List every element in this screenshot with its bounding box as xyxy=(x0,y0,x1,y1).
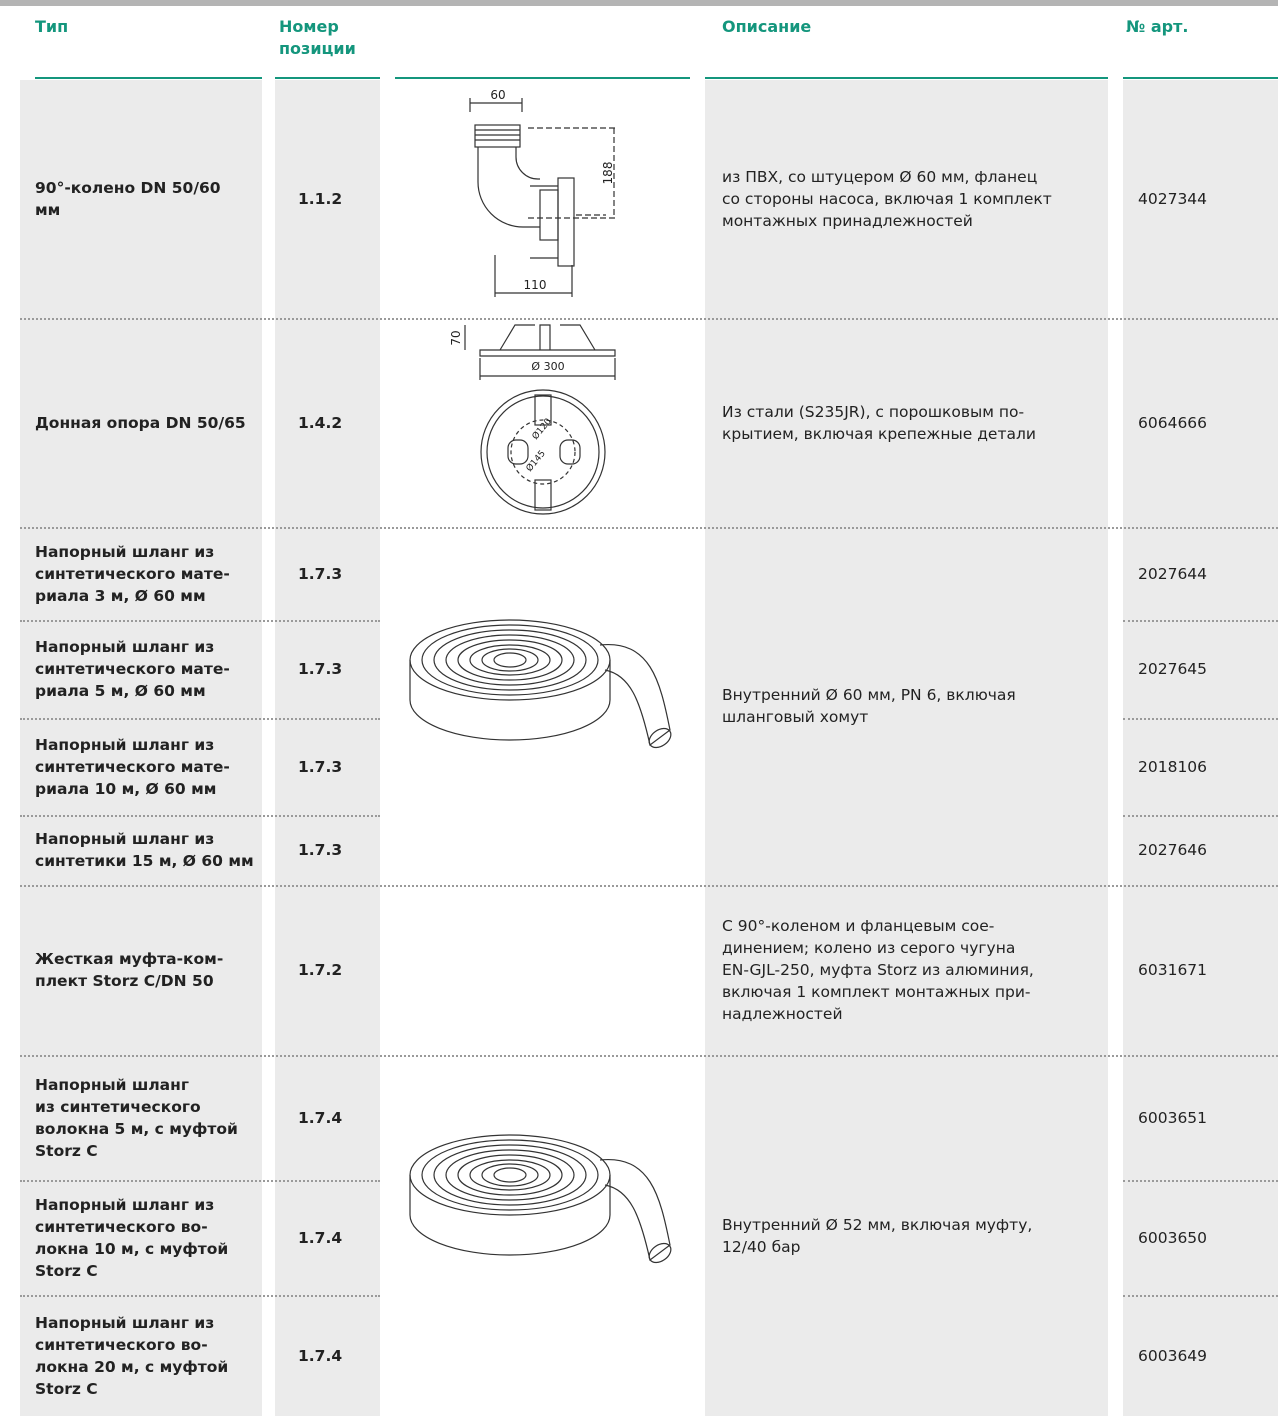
type-cell: Напорный шланг из синтетического во- лок… xyxy=(35,1195,229,1280)
position-column xyxy=(275,80,380,1416)
article-cell: 2027644 xyxy=(1138,564,1208,583)
header-type: Тип xyxy=(35,17,69,36)
type-cell: Напорный шланг из синтетического во- лок… xyxy=(35,1313,229,1398)
hose-drawing xyxy=(409,619,676,753)
row-separator xyxy=(20,718,380,720)
description-cell: из ПВХ, со штуцером Ø 60 мм, фланец со с… xyxy=(722,168,1052,230)
position-cell: 1.7.4 xyxy=(298,1228,343,1247)
row-separator xyxy=(1123,1295,1278,1297)
row-separator xyxy=(1123,1180,1278,1182)
position-cell: 1.1.2 xyxy=(298,190,343,208)
top-bar xyxy=(0,0,1278,6)
article-column xyxy=(1123,80,1278,1416)
type-cell: Напорный шланг из синтетического мате- р… xyxy=(35,735,230,798)
description-cell: Внутренний Ø 52 мм, включая муфту, 12/40… xyxy=(722,1215,1033,1256)
position-cell: 1.7.3 xyxy=(298,757,343,776)
article-cell: 6031671 xyxy=(1138,961,1208,979)
type-cell: Напорный шланг из синтетического мате- р… xyxy=(35,638,230,700)
article-cell: 2018106 xyxy=(1138,757,1208,776)
dimension-label: 60 xyxy=(490,88,505,102)
article-cell: 6003651 xyxy=(1138,1108,1208,1127)
header-rule xyxy=(395,77,690,79)
header-description: Описание xyxy=(722,17,812,36)
elbow-drawing: 60 188 110 xyxy=(469,88,618,297)
row-separator xyxy=(20,885,1278,887)
row-separator xyxy=(20,620,380,622)
type-cell: Напорный шланг из синтетического волокна… xyxy=(35,1075,238,1160)
row-separator xyxy=(1123,620,1278,622)
row-separator xyxy=(1123,815,1278,817)
row-separator xyxy=(20,1295,380,1297)
article-cell: 2027645 xyxy=(1138,660,1208,678)
type-column xyxy=(20,80,262,1416)
dimension-label: 110 xyxy=(524,278,547,292)
hose-drawing xyxy=(409,1134,676,1268)
type-cell: Донная опора DN 50/65 xyxy=(35,413,246,432)
header-rule xyxy=(705,77,1108,79)
position-cell: 1.4.2 xyxy=(298,413,343,432)
article-cell: 6064666 xyxy=(1138,413,1208,432)
position-cell: 1.7.3 xyxy=(298,564,343,583)
description-cell: Из стали (S235JR), с порошковым по- крыт… xyxy=(722,402,1036,443)
position-cell: 1.7.4 xyxy=(298,1108,343,1127)
row-separator xyxy=(20,527,1278,529)
position-cell: 1.7.3 xyxy=(298,841,343,859)
row-separator xyxy=(20,1180,380,1182)
header-rule xyxy=(275,77,380,79)
article-cell: 6003650 xyxy=(1138,1228,1208,1247)
position-cell: 1.7.2 xyxy=(298,961,343,979)
dimension-label: 70 xyxy=(449,330,463,345)
description-cell: Внутренний Ø 60 мм, PN 6, включая шланго… xyxy=(722,686,1016,726)
type-cell: Жесткая муфта-ком- плект Storz C/DN 50 xyxy=(35,950,224,990)
position-cell: 1.7.4 xyxy=(298,1346,343,1365)
base-drawing: 70 Ø 300 Ø120 Ø145 xyxy=(449,324,616,515)
description-cell: С 90°-коленом и фланцевым сое- динением;… xyxy=(722,917,1034,1023)
row-separator xyxy=(20,815,380,817)
article-cell: 2027646 xyxy=(1138,841,1208,859)
type-cell: Напорный шланг из синтетического мате- р… xyxy=(35,542,230,605)
header-article: № арт. xyxy=(1126,17,1189,36)
row-separator xyxy=(20,318,1278,320)
position-cell: 1.7.3 xyxy=(298,660,343,678)
header-position: Номер позиции xyxy=(279,17,356,58)
type-cell: 90°-колено DN 50/60 мм xyxy=(35,179,221,219)
article-cell: 4027344 xyxy=(1138,190,1208,208)
header-rule xyxy=(35,77,262,79)
dimension-label: Ø 300 xyxy=(531,360,564,373)
description-column xyxy=(705,80,1108,1416)
row-separator xyxy=(20,1055,1278,1057)
article-cell: 6003649 xyxy=(1138,1346,1208,1365)
dimension-label: 188 xyxy=(601,162,615,185)
header-rule xyxy=(1123,77,1278,79)
row-separator xyxy=(1123,718,1278,720)
type-cell: Напорный шланг из синтетики 15 м, Ø 60 м… xyxy=(35,830,254,870)
